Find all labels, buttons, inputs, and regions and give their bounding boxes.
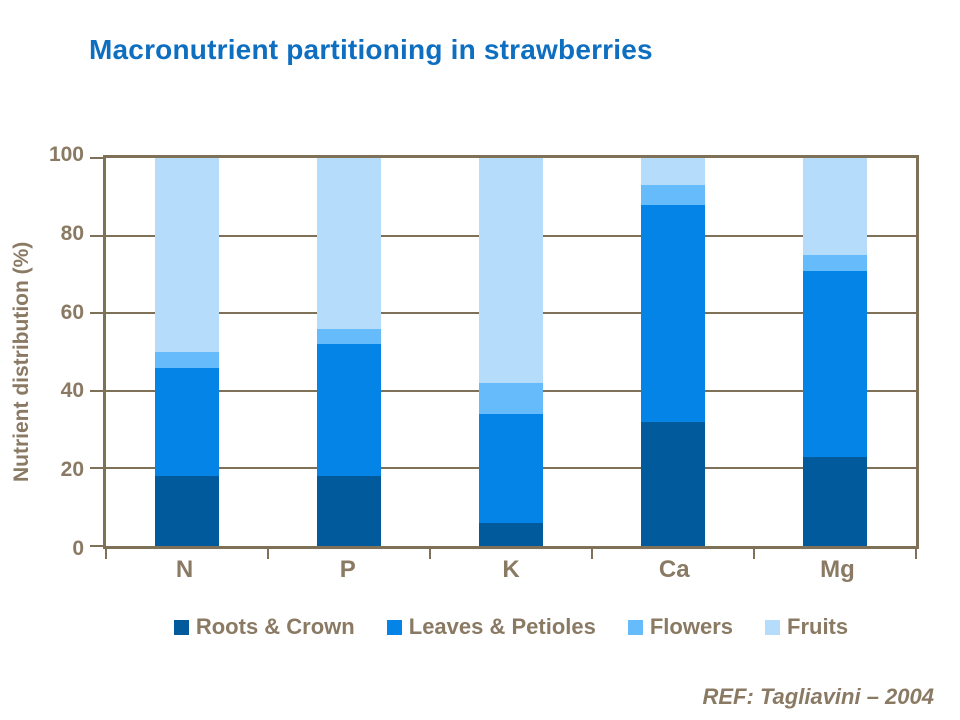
bar-segment-k-flowers — [478, 383, 544, 415]
legend: Roots & Crown Leaves & Petioles Flowers Fru… — [103, 614, 919, 640]
bar-segment-mg-fruits — [802, 158, 868, 256]
bar-segment-mg-leaves-petioles — [802, 270, 868, 457]
bar-stack-mg — [802, 158, 868, 546]
y-tick-label-20: 20 — [60, 458, 84, 482]
bar-segment-n-roots-crown — [154, 476, 220, 546]
legend-item-leaves-petioles: Leaves & Petioles — [386, 614, 596, 640]
plot-area — [90, 155, 919, 559]
bar-segment-k-roots-crown — [478, 522, 544, 546]
legend-swatch-fruits — [765, 619, 780, 635]
x-tick-mark-1 — [267, 546, 269, 559]
bar-segment-p-roots-crown — [316, 476, 382, 546]
x-tick-mark-3 — [591, 546, 593, 559]
category-label-k: K — [502, 556, 520, 583]
category-label-p: P — [339, 556, 356, 583]
y-tick-mark-60 — [90, 312, 103, 315]
y-tick-label-0: 0 — [72, 537, 84, 560]
bar-segment-k-fruits — [478, 158, 544, 384]
bar-stack-n — [154, 158, 220, 546]
bar-column-p — [268, 158, 430, 546]
bar-stack-ca — [640, 158, 706, 546]
bar-segment-mg-roots-crown — [802, 456, 868, 546]
bar-segment-p-flowers — [316, 328, 382, 345]
bar-column-mg — [754, 158, 916, 546]
category-label-mg: Mg — [820, 556, 855, 583]
bar-segment-ca-flowers — [640, 185, 706, 205]
legend-item-fruits: Fruits — [765, 614, 848, 640]
y-tick-label-40: 40 — [60, 379, 84, 403]
y-tick-mark-100 — [90, 157, 103, 159]
bar-segment-p-leaves-petioles — [316, 344, 382, 477]
legend-swatch-flowers — [627, 619, 643, 635]
legend-swatch-roots-crown — [173, 619, 189, 635]
x-tick-mark-5 — [915, 546, 917, 559]
legend-label-roots-crown: Roots & Crown — [195, 614, 355, 639]
y-tick-label-80: 80 — [60, 221, 84, 245]
legend-label-leaves-petioles: Leaves & Petioles — [408, 614, 596, 639]
x-tick-mark-4 — [753, 546, 755, 559]
y-tick-mark-20 — [90, 467, 103, 470]
legend-label-flowers: Flowers — [649, 614, 733, 639]
legend-item-flowers: Flowers — [627, 614, 733, 640]
category-label-n: N — [175, 556, 194, 583]
bar-stack-k — [478, 158, 544, 546]
bars-container — [106, 158, 916, 546]
bar-segment-p-fruits — [316, 158, 382, 329]
bar-segment-n-leaves-petioles — [154, 367, 220, 477]
bar-segment-ca-fruits — [640, 158, 706, 186]
bar-segment-n-flowers — [154, 352, 220, 368]
chart-title: Macronutrient partitioning in strawberri… — [89, 34, 653, 65]
y-tick-label-100: 100 — [48, 143, 84, 166]
y-tick-mark-80 — [90, 234, 103, 237]
bar-column-ca — [592, 158, 754, 546]
legend-item-roots-crown: Roots & Crown — [173, 614, 355, 640]
y-tick-mark-0 — [90, 545, 103, 547]
bar-stack-p — [316, 158, 382, 546]
bar-segment-k-leaves-petioles — [478, 414, 544, 523]
bar-column-k — [430, 158, 592, 546]
bar-segment-ca-leaves-petioles — [640, 204, 706, 422]
y-tick-label-60: 60 — [60, 300, 84, 324]
legend-swatch-leaves-petioles — [386, 619, 402, 635]
y-tick-mark-40 — [90, 389, 103, 392]
bar-segment-ca-roots-crown — [640, 421, 706, 546]
x-tick-mark-0 — [105, 546, 107, 559]
bar-segment-mg-flowers — [802, 255, 868, 271]
bar-segment-n-fruits — [154, 158, 220, 353]
bar-column-n — [106, 158, 268, 546]
category-label-ca: Ca — [658, 556, 690, 583]
reference-note: REF: Tagliavini – 2004 — [702, 684, 935, 709]
x-axis-category-labels: N P K Ca Mg — [103, 556, 919, 584]
x-tick-mark-2 — [429, 546, 431, 559]
y-axis-tick-labels: 0 20 40 60 80 100 — [0, 143, 84, 560]
legend-label-fruits: Fruits — [787, 614, 849, 639]
